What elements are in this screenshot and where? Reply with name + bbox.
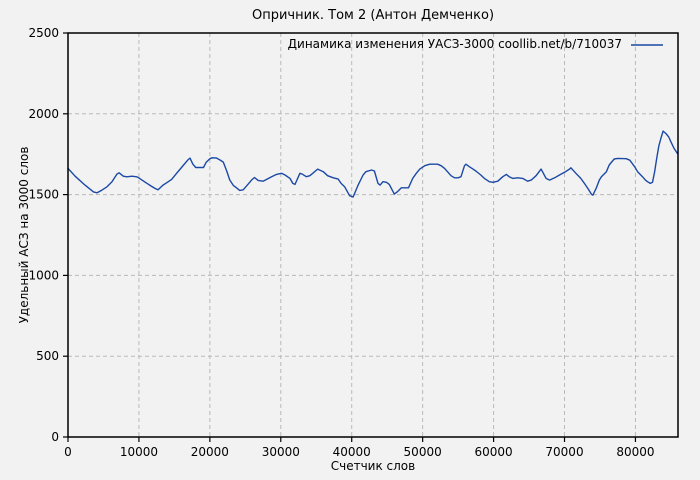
- y-tick-label: 500: [36, 349, 59, 363]
- x-tick-label: 0: [64, 445, 72, 459]
- x-tick-label: 60000: [474, 445, 512, 459]
- gridlines: [67, 32, 678, 438]
- y-tick-label: 1000: [28, 268, 59, 282]
- x-tick-label: 50000: [404, 445, 442, 459]
- legend-label: Динамика изменения УАСЗ-3000 coollib.net…: [287, 37, 622, 51]
- x-tick-label: 40000: [333, 445, 371, 459]
- legend: Динамика изменения УАСЗ-3000 coollib.net…: [288, 38, 663, 51]
- legend-line-sample: [631, 43, 663, 46]
- y-tick-label: 2000: [28, 107, 59, 121]
- y-tick-label: 2500: [28, 26, 59, 40]
- y-tick-label: 1500: [28, 188, 59, 202]
- x-tick-label: 80000: [616, 445, 654, 459]
- series-line: [67, 130, 678, 198]
- tick-marks: [63, 32, 637, 442]
- plot-frame: [67, 32, 679, 438]
- x-tick-label: 70000: [545, 445, 583, 459]
- y-tick-label: 0: [51, 430, 59, 444]
- x-axis-title: Счетчик слов: [330, 459, 416, 473]
- chart-title: Опричник. Том 2 (Антон Демченко): [251, 8, 495, 23]
- x-tick-label: 30000: [262, 445, 300, 459]
- x-tick-label: 10000: [120, 445, 158, 459]
- x-tick-label: 20000: [191, 445, 229, 459]
- tick-labels: 0 10000 20000 30000 40000 50000 60000 70000 8000…: [28, 26, 654, 459]
